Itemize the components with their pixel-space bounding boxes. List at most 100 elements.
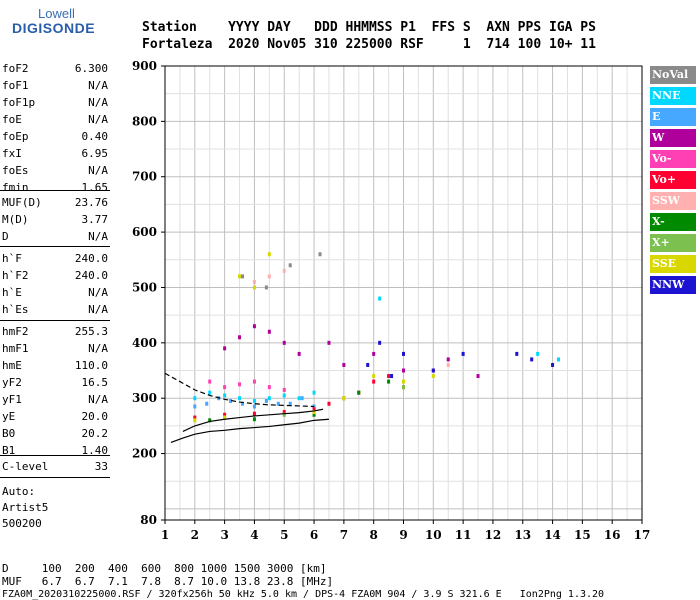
data-point: [282, 412, 286, 417]
data-point: [378, 296, 382, 301]
data-point: [312, 390, 316, 395]
param-separator: [0, 477, 110, 478]
data-point: [536, 351, 540, 356]
param-hf2: h`F2 240.0: [2, 269, 108, 286]
x-tick-label: 5: [280, 528, 288, 542]
x-tick-label: 7: [340, 528, 348, 542]
param-value: 33: [94, 460, 108, 473]
ionogram-chart: 1 2 3 4 5 6 7 8 9 10 11 12 13 14 15 16 17802003004005006…: [132, 59, 651, 542]
param-name: M(D): [2, 213, 29, 226]
x-tick-label: 8: [370, 528, 378, 542]
x-tick-label: 16: [604, 528, 621, 542]
legend-item-sse: SSE: [650, 255, 696, 273]
param-value: 1.40: [81, 444, 109, 457]
data-point: [267, 329, 271, 334]
data-point: [327, 401, 331, 406]
solid-trace: [170, 418, 330, 444]
param-clevel: C-level 33: [2, 460, 108, 477]
x-tick-label: 2: [191, 528, 199, 542]
param-hmf2: hmF2 255.3: [2, 325, 108, 342]
param-name: yF2: [2, 376, 22, 389]
data-point: [252, 285, 256, 290]
param-b0: B0 20.2: [2, 427, 108, 444]
param-d: D N/A: [2, 230, 108, 247]
data-point: [372, 374, 376, 379]
param-value: N/A: [88, 393, 108, 406]
chart-grid: [164, 65, 643, 520]
data-point: [312, 412, 316, 417]
param-value: 20.2: [81, 427, 109, 440]
param-name: B0: [2, 427, 16, 440]
data-point: [252, 398, 256, 403]
x-tick-label: 9: [399, 528, 407, 542]
chart-scatter: [193, 252, 561, 423]
param-value: N/A: [88, 113, 108, 126]
data-point: [267, 396, 271, 401]
x-tick-label: 10: [425, 528, 442, 542]
data-point: [387, 374, 391, 379]
y-tick-label: 200: [132, 447, 157, 461]
logo-digisonde: DIGISONDE: [12, 20, 96, 36]
data-point: [252, 411, 256, 416]
param-foep: foEp 0.40: [2, 130, 108, 147]
data-point: [223, 393, 227, 398]
data-point: [223, 385, 227, 390]
data-point: [312, 410, 316, 415]
data-point: [402, 379, 405, 384]
footer-line: FZA0M_2020310225000.RSF / 320fx256h 50 k…: [2, 589, 605, 600]
param-fof1p: foF1p N/A: [2, 96, 108, 113]
param-name: hmF2: [2, 325, 29, 338]
data-point: [223, 415, 227, 420]
param-value: N/A: [88, 303, 108, 316]
x-tick-label: 17: [634, 528, 651, 542]
data-point: [238, 382, 242, 387]
param-value: 110.0: [74, 359, 108, 372]
param-name: h`F2: [2, 269, 29, 282]
param-md: M(D) 3.77: [2, 213, 108, 230]
data-point: [229, 398, 233, 403]
data-point: [402, 351, 405, 356]
data-point: [372, 351, 376, 356]
data-point: [205, 401, 209, 406]
data-point: [372, 379, 376, 384]
data-point: [252, 324, 256, 329]
x-tick-label: 4: [250, 528, 258, 542]
param-he: h`E N/A: [2, 286, 108, 303]
param-name: B1: [2, 444, 16, 457]
header-line-2: Fortaleza 2020 Nov05 310 225000 RSF 1 71…: [142, 37, 596, 52]
data-point: [515, 351, 519, 356]
data-point: [297, 396, 301, 401]
x-tick-label: 12: [485, 528, 502, 542]
param-value: 255.3: [74, 325, 108, 338]
y-tick-label: 400: [132, 336, 157, 350]
data-point: [390, 374, 394, 379]
data-point: [318, 252, 322, 257]
param-value: 240.0: [74, 269, 108, 282]
param-value: 16.5: [81, 376, 109, 389]
param-name: fxI: [2, 147, 22, 160]
param-name: foF1: [2, 79, 29, 92]
data-point: [193, 396, 197, 401]
param-value: N/A: [88, 286, 108, 299]
data-point: [267, 252, 271, 257]
data-point: [402, 385, 405, 390]
x-tick-label: 11: [455, 528, 472, 542]
auto-artist: Artist5: [2, 501, 49, 514]
y-tick-label: 600: [132, 225, 157, 239]
data-point: [282, 393, 286, 398]
data-point: [446, 357, 450, 362]
data-point: [267, 274, 271, 279]
data-point: [288, 401, 292, 406]
param-value: N/A: [88, 79, 108, 92]
data-point: [530, 357, 534, 362]
legend-item-vo-: Vo+: [650, 171, 696, 189]
y-tick-label: 500: [132, 280, 157, 294]
param-name: yF1: [2, 393, 22, 406]
data-point: [366, 362, 370, 367]
param-name: hmE: [2, 359, 22, 372]
param-value: 0.40: [81, 130, 109, 143]
header-line-1: Station YYYY DAY DDD HHMMSS P1 FFS S AXN…: [142, 20, 596, 35]
param-hme: hmE 110.0: [2, 359, 108, 376]
data-point: [557, 357, 561, 362]
data-point: [461, 351, 465, 356]
